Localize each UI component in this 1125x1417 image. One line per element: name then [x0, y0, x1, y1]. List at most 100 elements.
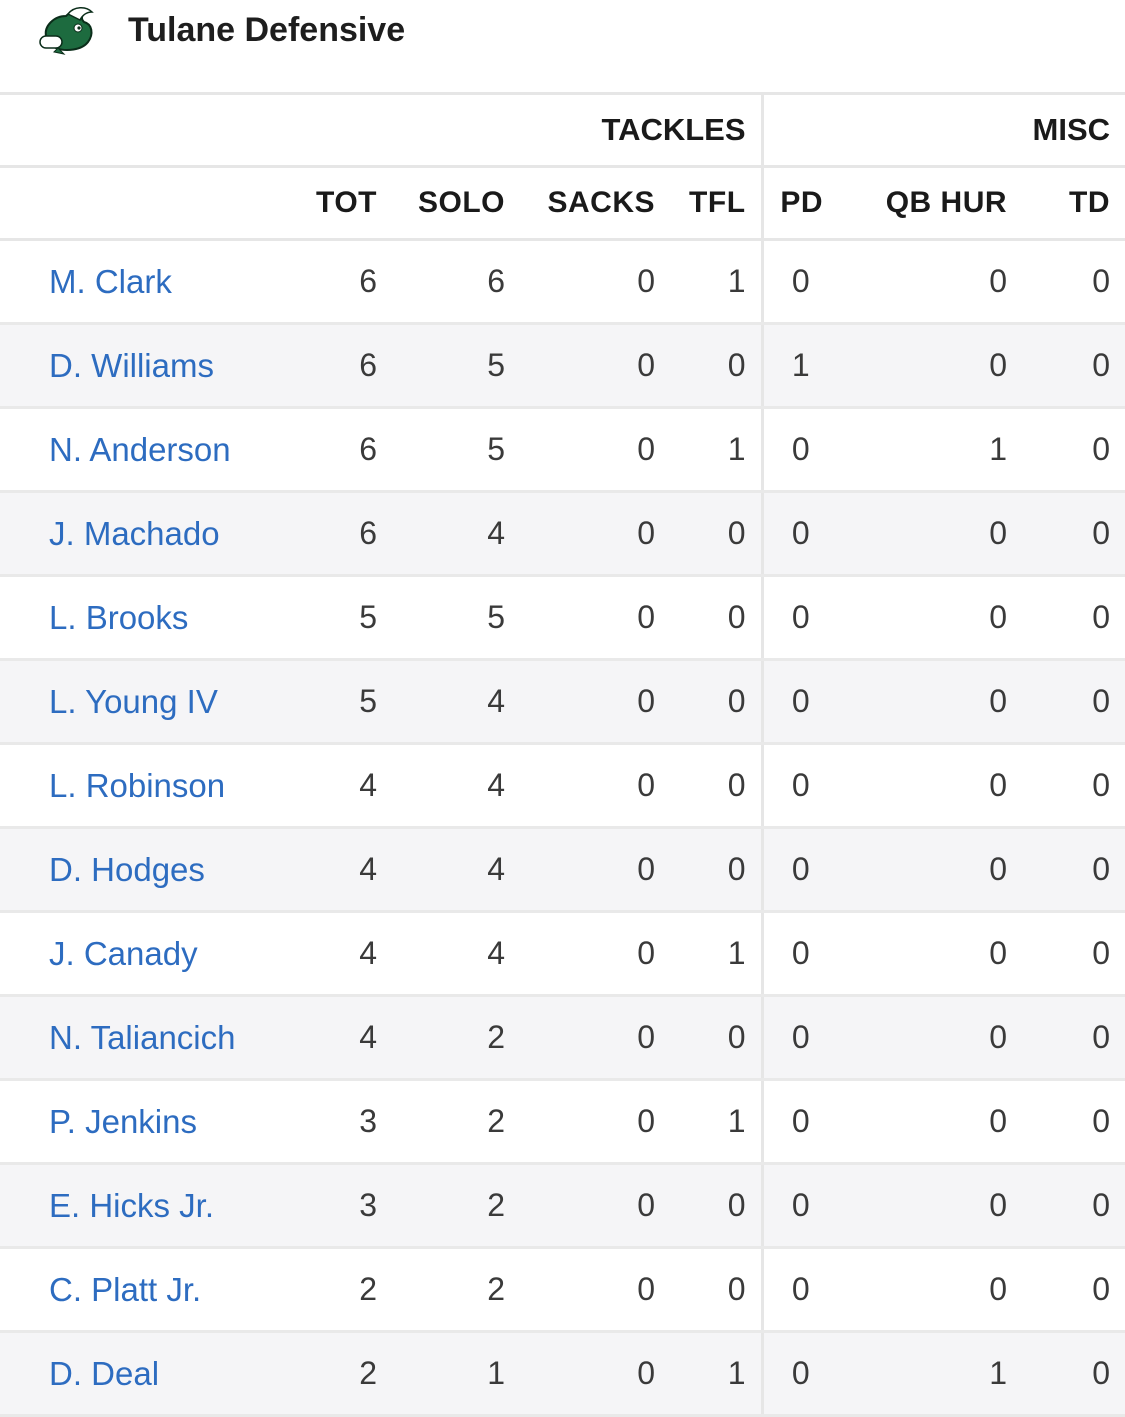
player-name-link[interactable]: L. Young IV [0, 659, 300, 745]
stat-cell-pd: 0 [762, 1079, 839, 1165]
stat-cell-tot: 2 [300, 1247, 392, 1333]
stat-cell-solo: 4 [392, 911, 520, 997]
table-row: D. Hodges 4 4 0 0 0 0 0 [0, 827, 1125, 913]
table-row: M. Clark 6 6 0 1 0 0 0 [0, 239, 1125, 325]
stat-cell-sacks: 0 [520, 659, 670, 745]
stat-cell-qb-hur: 0 [838, 911, 1023, 997]
stat-cell-qb-hur: 0 [838, 743, 1023, 829]
stat-cell-qb-hur: 0 [838, 239, 1023, 325]
table-row: L. Brooks 5 5 0 0 0 0 0 [0, 575, 1125, 661]
stat-cell-pd: 0 [762, 491, 839, 577]
stat-cell-solo: 6 [392, 239, 520, 325]
column-header-tfl[interactable]: TFL [670, 166, 764, 241]
stat-cell-tot: 5 [300, 659, 392, 745]
stat-cell-pd: 0 [762, 1163, 839, 1249]
stat-cell-qb-hur: 0 [838, 491, 1023, 577]
stats-table-body: M. Clark 6 6 0 1 0 0 0 D. Williams 6 5 0 0 1 0 0 N. Ande… [0, 239, 1125, 1417]
stat-cell-qb-hur: 0 [838, 659, 1023, 745]
stat-cell-sacks: 0 [520, 239, 670, 325]
player-name-link[interactable]: E. Hicks Jr. [0, 1163, 300, 1249]
stat-cell-pd: 0 [762, 1247, 839, 1333]
player-name-link[interactable]: J. Machado [0, 491, 300, 577]
player-name-link[interactable]: N. Taliancich [0, 995, 300, 1081]
stat-cell-tfl: 0 [670, 1163, 764, 1249]
player-name-link[interactable]: C. Platt Jr. [0, 1247, 300, 1333]
column-header-qb-hur[interactable]: QB HUR [838, 166, 1023, 241]
stat-cell-pd: 0 [762, 659, 839, 745]
stat-cell-td: 0 [1022, 407, 1125, 493]
stat-cell-tfl: 1 [670, 407, 764, 493]
stat-cell-tot: 4 [300, 995, 392, 1081]
stat-cell-solo: 2 [392, 1079, 520, 1165]
stat-cell-tfl: 0 [670, 575, 764, 661]
stat-cell-sacks: 0 [520, 1163, 670, 1249]
stat-cell-tfl: 0 [670, 827, 764, 913]
stat-cell-tot: 4 [300, 827, 392, 913]
player-name-link[interactable]: J. Canady [0, 911, 300, 997]
stat-cell-td: 0 [1022, 491, 1125, 577]
stat-cell-pd: 0 [762, 1331, 839, 1417]
stat-cell-td: 0 [1022, 1331, 1125, 1417]
stat-cell-td: 0 [1022, 743, 1125, 829]
stat-cell-sacks: 0 [520, 407, 670, 493]
column-header-solo[interactable]: SOLO [392, 166, 520, 241]
stat-cell-tfl: 1 [670, 239, 764, 325]
stat-cell-sacks: 0 [520, 1247, 670, 1333]
stat-cell-qb-hur: 0 [838, 827, 1023, 913]
stat-cell-pd: 0 [762, 743, 839, 829]
stat-cell-td: 0 [1022, 911, 1125, 997]
stat-cell-solo: 2 [392, 1163, 520, 1249]
stat-cell-qb-hur: 1 [838, 407, 1023, 493]
player-name-link[interactable]: M. Clark [0, 239, 300, 325]
stat-cell-td: 0 [1022, 1247, 1125, 1333]
stat-cell-qb-hur: 0 [838, 575, 1023, 661]
empty-header-cell [0, 95, 300, 168]
table-row: E. Hicks Jr. 3 2 0 0 0 0 0 [0, 1163, 1125, 1249]
stat-cell-sacks: 0 [520, 323, 670, 409]
stat-cell-qb-hur: 0 [838, 1163, 1023, 1249]
column-header-td[interactable]: TD [1022, 166, 1125, 241]
player-name-link[interactable]: P. Jenkins [0, 1079, 300, 1165]
column-header-sacks[interactable]: SACKS [520, 166, 670, 241]
stat-cell-pd: 0 [762, 995, 839, 1081]
group-header-misc: MISC [762, 95, 1125, 168]
player-name-link[interactable]: L. Robinson [0, 743, 300, 829]
stat-cell-qb-hur: 0 [838, 1247, 1023, 1333]
stat-cell-tfl: 1 [670, 1331, 764, 1417]
stat-cell-tfl: 0 [670, 491, 764, 577]
stat-cell-td: 0 [1022, 239, 1125, 325]
column-header-row: TOT SOLO SACKS TFL PD QB HUR TD [0, 166, 1125, 241]
stat-cell-solo: 2 [392, 995, 520, 1081]
table-row: N. Anderson 6 5 0 1 0 1 0 [0, 407, 1125, 493]
stat-cell-pd: 0 [762, 827, 839, 913]
stat-cell-tot: 6 [300, 239, 392, 325]
stat-cell-tot: 2 [300, 1331, 392, 1417]
column-header-pd[interactable]: PD [762, 166, 839, 241]
stat-cell-pd: 0 [762, 911, 839, 997]
table-row: D. Williams 6 5 0 0 1 0 0 [0, 323, 1125, 409]
table-row: J. Canady 4 4 0 1 0 0 0 [0, 911, 1125, 997]
stat-cell-sacks: 0 [520, 491, 670, 577]
player-name-link[interactable]: L. Brooks [0, 575, 300, 661]
stat-cell-td: 0 [1022, 323, 1125, 409]
player-name-link[interactable]: D. Deal [0, 1331, 300, 1417]
player-name-link[interactable]: N. Anderson [0, 407, 300, 493]
stat-cell-tot: 4 [300, 743, 392, 829]
stat-cell-sacks: 0 [520, 1331, 670, 1417]
stat-cell-sacks: 0 [520, 1079, 670, 1165]
stat-cell-solo: 4 [392, 743, 520, 829]
player-header-cell [0, 166, 300, 241]
table-row: D. Deal 2 1 0 1 0 1 0 [0, 1331, 1125, 1417]
stat-cell-tfl: 0 [670, 1247, 764, 1333]
stat-cell-tot: 3 [300, 1079, 392, 1165]
stat-cell-tfl: 0 [670, 323, 764, 409]
stat-cell-tfl: 0 [670, 659, 764, 745]
player-name-link[interactable]: D. Williams [0, 323, 300, 409]
stat-cell-solo: 5 [392, 575, 520, 661]
table-row: L. Young IV 5 4 0 0 0 0 0 [0, 659, 1125, 745]
column-header-tot[interactable]: TOT [300, 166, 392, 241]
player-name-link[interactable]: D. Hodges [0, 827, 300, 913]
stat-cell-td: 0 [1022, 827, 1125, 913]
stat-cell-tot: 5 [300, 575, 392, 661]
stat-cell-sacks: 0 [520, 575, 670, 661]
